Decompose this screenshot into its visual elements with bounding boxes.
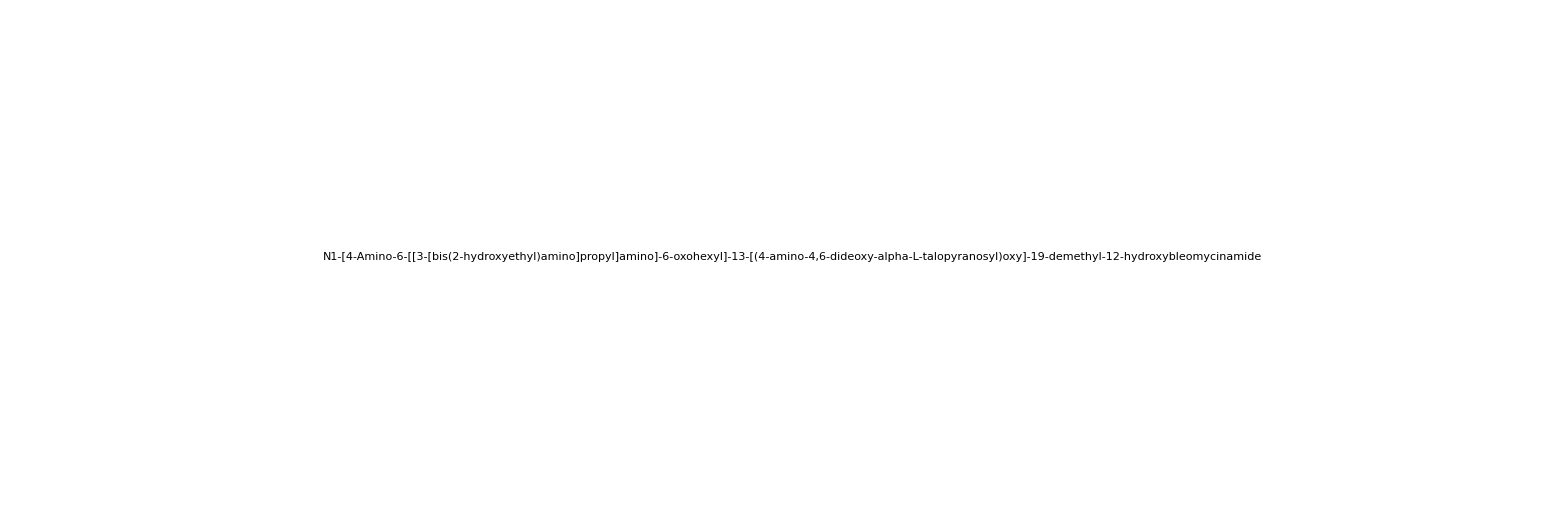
Text: N1-[4-Amino-6-[[3-[bis(2-hydroxyethyl)amino]propyl]amino]-6-oxohexyl]-13-[(4-ami: N1-[4-Amino-6-[[3-[bis(2-hydroxyethyl)am… xyxy=(323,251,1262,262)
